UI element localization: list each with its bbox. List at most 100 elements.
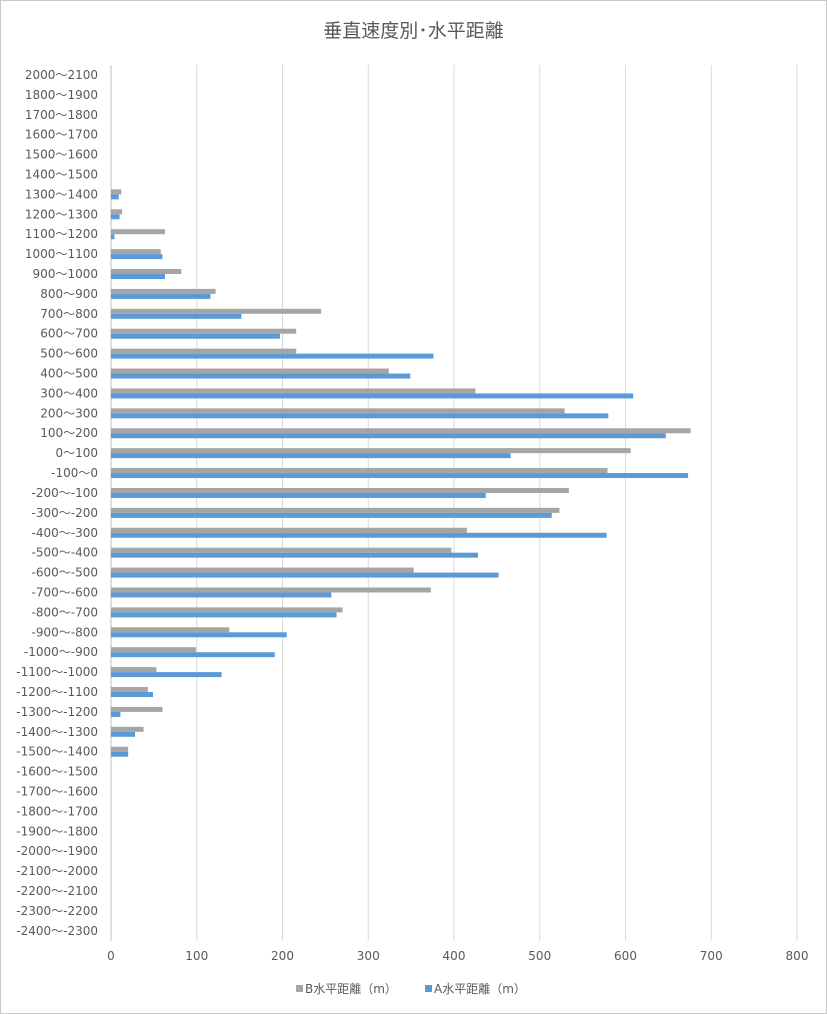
- x-tick-label: 600: [614, 949, 637, 963]
- category-label: -300～-200: [32, 506, 98, 520]
- category-label: -2400～-2300: [16, 924, 98, 938]
- category-label: -400～-300: [32, 526, 98, 540]
- category-label: 700～800: [40, 307, 98, 321]
- bar-series-a: [111, 393, 634, 399]
- category-label: -600～-500: [32, 566, 98, 580]
- gridlines: [110, 65, 798, 941]
- bar-series-a: [111, 293, 211, 299]
- bar-series-a: [111, 711, 121, 717]
- category-label: 1800～1900: [25, 88, 98, 102]
- bar-series-a: [111, 632, 287, 638]
- bar-series-a: [111, 313, 242, 319]
- category-label: 400～500: [40, 367, 98, 381]
- bar-series-a: [111, 353, 434, 359]
- bar-series-a: [111, 672, 222, 678]
- category-label: -700～-600: [32, 585, 98, 599]
- bar-series-b: [111, 308, 322, 314]
- bar-series-a: [111, 652, 275, 658]
- x-tick-label: 100: [185, 949, 208, 963]
- bar-series-a: [111, 572, 499, 578]
- category-label: -1300～-1200: [16, 705, 98, 719]
- bar-series-b: [111, 388, 476, 394]
- bar-series-a: [111, 433, 666, 439]
- bar-series-b: [111, 288, 216, 294]
- category-label: -2100～-2000: [16, 864, 98, 878]
- bar-series-b: [111, 547, 452, 553]
- category-label: -800～-700: [32, 605, 98, 619]
- bars: [111, 189, 691, 757]
- bar-series-b: [111, 368, 389, 374]
- category-label: -1000～-900: [24, 645, 98, 659]
- bar-series-b: [111, 687, 148, 693]
- category-label: -1600～-1500: [16, 765, 98, 779]
- category-label: -2000～-1900: [16, 844, 98, 858]
- bar-series-a: [111, 592, 332, 598]
- bar-series-a: [111, 552, 479, 558]
- bar-series-b: [111, 468, 608, 474]
- category-label: 1000～1100: [25, 247, 98, 261]
- bar-series-a: [111, 274, 166, 280]
- category-label: 600～700: [40, 327, 98, 341]
- bar-series-a: [111, 333, 280, 339]
- bar-series-a: [111, 692, 154, 698]
- bar-series-b: [111, 428, 691, 434]
- bar-series-a: [111, 473, 689, 479]
- bar-series-b: [111, 567, 414, 573]
- bar-series-b: [111, 587, 431, 593]
- category-label: 1100～1200: [25, 227, 98, 241]
- category-label: 500～600: [40, 347, 98, 361]
- x-tick-label: 800: [786, 949, 809, 963]
- category-label: 1400～1500: [25, 167, 98, 181]
- bar-series-b: [111, 408, 565, 414]
- category-label: -1800～-1700: [16, 804, 98, 818]
- legend: B水平距離（m） A水平距離（m）: [296, 982, 526, 996]
- bar-series-b: [111, 269, 182, 275]
- bar-series-b: [111, 348, 297, 354]
- category-label: -1200～-1100: [16, 685, 98, 699]
- legend-swatch-a: [425, 985, 432, 992]
- bar-series-a: [111, 453, 511, 459]
- category-label: 1200～1300: [25, 207, 98, 221]
- category-label: 800～900: [40, 287, 98, 301]
- category-label: -1100～-1000: [16, 665, 98, 679]
- category-label: -2200～-2100: [16, 884, 98, 898]
- bar-series-a: [111, 751, 129, 757]
- bar-series-b: [111, 647, 196, 653]
- bar-series-a: [111, 512, 552, 518]
- category-label: 100～200: [40, 426, 98, 440]
- category-label: 2000～2100: [25, 68, 98, 82]
- bar-series-b: [111, 607, 343, 613]
- bar-series-a: [111, 194, 119, 200]
- category-label: 0～100: [55, 446, 98, 460]
- bar-series-b: [111, 726, 144, 732]
- bar-series-a: [111, 214, 120, 220]
- x-tick-label: 700: [700, 949, 723, 963]
- bar-series-a: [111, 492, 486, 498]
- chart-title: 垂直速度別･水平距離: [323, 20, 504, 42]
- bar-series-b: [111, 209, 123, 215]
- bar-series-a: [111, 234, 115, 240]
- category-label: 1600～1700: [25, 128, 98, 142]
- bar-series-a: [111, 413, 609, 419]
- legend-swatch-b: [296, 985, 303, 992]
- category-label: 1700～1800: [25, 108, 98, 122]
- bar-series-a: [111, 254, 163, 260]
- category-label: -1900～-1800: [16, 824, 98, 838]
- x-tick-label: 500: [528, 949, 551, 963]
- bar-series-b: [111, 667, 157, 673]
- category-label: -2300～-2200: [16, 904, 98, 918]
- category-labels: 2000～2100 1800～1900 1700～1800 1600～1700 1500…: [16, 68, 98, 938]
- legend-label-a: A水平距離（m）: [434, 982, 526, 996]
- bar-series-b: [111, 706, 163, 712]
- category-label: 1500～1600: [25, 148, 98, 162]
- x-tick-labels: 0 100 200 300 400 500 600 700 800: [107, 949, 808, 963]
- category-label: 300～400: [40, 386, 98, 400]
- x-tick-label: 300: [357, 949, 380, 963]
- bar-series-a: [111, 532, 607, 538]
- category-label: -1700～-1600: [16, 785, 98, 799]
- bar-series-b: [111, 746, 129, 752]
- bar-series-a: [111, 373, 411, 379]
- category-label: -1400～-1300: [16, 725, 98, 739]
- bar-series-b: [111, 189, 122, 195]
